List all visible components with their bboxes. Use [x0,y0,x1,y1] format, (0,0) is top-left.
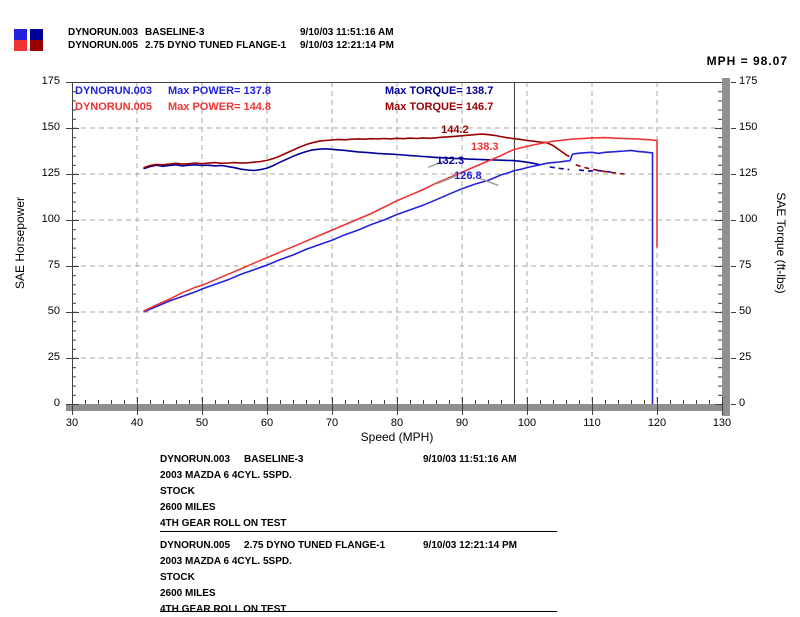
x-tick-label: 70 [325,417,339,429]
info-file: DYNORUN.003 [160,454,231,465]
run003-power-color [14,29,27,40]
dynorun-005-sae-torque-curve [143,133,570,169]
header-run-row-003: DYNORUN.003 BASELINE-3 9/10/03 11:51:16 A… [68,27,800,40]
run003-torque-color [30,29,43,40]
y-tick-label-right: 175 [739,75,758,87]
cursor-mph-readout: MPH = 98.07 [706,54,788,68]
x-tick-label: 60 [260,417,274,429]
y-tick-label-left: 0 [53,397,60,409]
run-file: DYNORUN.005 [68,40,139,51]
y-tick-label-right: 0 [739,397,746,409]
legend-003-power: Max POWER= 137.8 [168,85,272,97]
y-tick-label-left: 25 [47,351,60,363]
legend-005-file: DYNORUN.005 [75,101,153,113]
info-line: 2600 MILES [160,588,216,599]
dynorun-005-sae-horsepower-curve [143,136,658,312]
info-line: 2003 MAZDA 6 4CYL. 5SPD. [160,470,292,481]
run-info-block-003: DYNORUN.003 BASELINE-3 9/10/03 11:51:16 A… [160,452,517,532]
dynorun-005-sae-torque-curve [575,164,625,175]
info-line: 4TH GEAR ROLL ON TEST [160,604,287,615]
power-color-swatch [14,29,27,51]
run-timestamp: 9/10/03 12:21:14 PM [300,40,394,51]
header-run-row-005: DYNORUN.005 2.75 DYNO TUNED FLANGE-1 9/10… [68,40,800,53]
plot-canvas [66,78,736,416]
x-tick-label: 110 [583,417,601,429]
info-timestamp: 9/10/03 12:21:14 PM [423,540,517,551]
torque-color-swatch [30,29,43,51]
x-tick-label: 120 [647,417,667,429]
plot-frame-right [722,78,730,416]
dyno-chart: DYNORUN.003 Max POWER= 137.8 Max TORQUE=… [13,75,788,444]
x-axis-title: Speed (MPH) [360,430,434,444]
run005-torque-color [30,40,43,51]
legend-003-torque: Max TORQUE= 138.7 [385,85,494,97]
y-tick-label-right: 50 [739,305,752,317]
info-timestamp: 9/10/03 11:51:16 AM [423,454,517,465]
info-line: 2003 MAZDA 6 4CYL. 5SPD. [160,556,292,567]
y-tick-label-left: 175 [41,75,60,87]
x-tick-label: 50 [195,417,209,429]
y-tick-label-left: 50 [47,305,60,317]
run005-power-color [14,40,27,51]
x-tick-label: 80 [390,417,404,429]
y-axis-title-left: SAE Horsepower [13,196,27,290]
run-timestamp: 9/10/03 11:51:16 AM [300,27,394,38]
y-tick-label-right: 25 [739,351,752,363]
run-file: DYNORUN.003 [68,27,139,38]
run-desc: 2.75 DYNO TUNED FLANGE-1 [145,40,287,51]
info-line: STOCK [160,572,195,583]
annotation-leader [427,160,445,169]
info-title: DYNORUN.003 BASELINE-3 9/10/03 11:51:16 A… [160,452,517,468]
y-tick-label-left: 100 [41,213,60,225]
x-tick-label: 30 [65,417,79,429]
info-line: 4TH GEAR ROLL ON TEST [160,518,287,529]
y-tick-label-left: 75 [47,259,60,271]
x-tick-label: 90 [455,417,469,429]
x-tick-label: 130 [712,417,732,429]
legend-003-file: DYNORUN.003 [75,85,153,97]
info-desc: 2.75 DYNO TUNED FLANGE-1 [244,540,386,551]
info-desc: BASELINE-3 [244,454,304,465]
run-info-block-005: DYNORUN.005 2.75 DYNO TUNED FLANGE-1 9/10… [160,538,517,617]
dynorun-003-sae-horsepower-curve [143,149,654,404]
y-tick-label-right: 100 [739,213,758,225]
cursor-value-label: 138.3 [470,140,499,153]
info-line: 2600 MILES [160,502,216,513]
info-line: STOCK [160,486,195,497]
legend-005-power: Max POWER= 144.8 [168,101,272,113]
y-tick-label-right: 75 [739,259,752,271]
y-tick-label-left: 125 [41,167,60,179]
cursor-value-label: 132.3 [436,155,465,168]
dynorun-003-sae-torque-curve [143,147,541,172]
divider-line [160,611,557,612]
y-tick-label-right: 150 [739,121,758,133]
divider-line [160,531,557,532]
info-file: DYNORUN.005 [160,540,231,551]
info-title: DYNORUN.005 2.75 DYNO TUNED FLANGE-1 9/10… [160,538,517,554]
y-tick-label-left: 150 [41,121,60,133]
cursor-value-label: 144.2 [441,124,469,137]
annotation-leader [479,177,499,187]
x-tick-label: 40 [130,417,144,429]
y-tick-label-right: 125 [739,167,758,179]
y-axis-title-right: SAE Torque (ft-lbs) [774,192,788,294]
run-desc: BASELINE-3 [145,27,205,38]
annotation-leader [437,174,458,185]
legend-005-torque: Max TORQUE= 146.7 [385,101,494,113]
cursor-value-label: 126.8 [454,170,482,183]
x-tick-label: 100 [517,417,537,429]
dynorun-003-sae-torque-curve [549,166,570,171]
dynorun-003-sae-torque-curve [578,169,615,173]
